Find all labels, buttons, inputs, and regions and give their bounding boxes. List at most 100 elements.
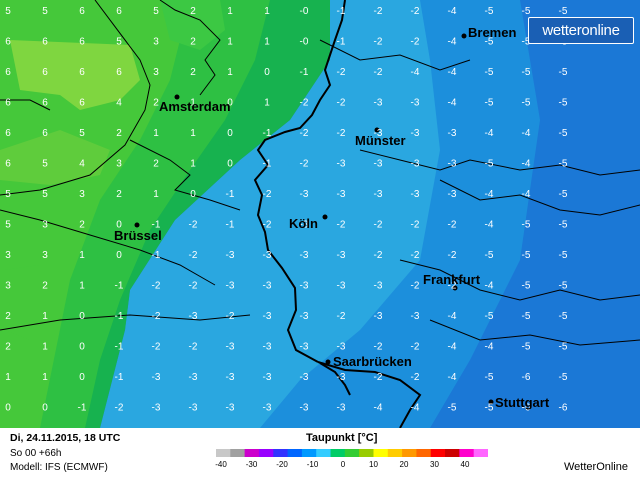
city-label-stuttgart: Stuttgart (495, 395, 550, 410)
grid-value: 6 (5, 128, 11, 139)
grid-value: -4 (411, 403, 420, 414)
grid-value: -3 (300, 281, 309, 292)
grid-value: -3 (448, 189, 457, 200)
grid-value: -3 (189, 403, 198, 414)
grid-value: 6 (79, 67, 85, 78)
wetteronline-logo[interactable]: wetteronline (528, 17, 634, 44)
scale-swatch (416, 449, 432, 457)
grid-value: -4 (448, 372, 457, 383)
grid-value: 1 (264, 6, 270, 17)
grid-value: 6 (5, 159, 11, 170)
grid-value: -5 (559, 189, 568, 200)
legend-footer: Di, 24.11.2015, 18 UTC So 00 +66h Modell… (0, 428, 640, 478)
scale-tick-label: 10 (369, 460, 378, 469)
grid-value: 2 (116, 189, 122, 200)
grid-value: -5 (559, 98, 568, 109)
scale-swatch (244, 449, 260, 457)
scale-tick-label: -40 (215, 460, 227, 469)
grid-value: 5 (42, 189, 48, 200)
grid-value: -4 (374, 403, 383, 414)
grid-value: -1 (115, 342, 124, 353)
grid-value: 3 (42, 220, 48, 231)
grid-value: -3 (448, 159, 457, 170)
grid-value: -0 (300, 37, 309, 48)
scale-swatch (373, 449, 389, 457)
grid-value: -1 (300, 67, 309, 78)
grid-value: -3 (300, 403, 309, 414)
grid-value: 3 (116, 159, 122, 170)
grid-value: -3 (263, 250, 272, 261)
grid-value: 4 (79, 159, 85, 170)
grid-value: -2 (152, 281, 161, 292)
grid-value: -3 (337, 250, 346, 261)
grid-value: -1 (115, 311, 124, 322)
grid-value: 2 (116, 128, 122, 139)
grid-value: -1 (152, 220, 161, 231)
city-label-frankfurt: Frankfurt (423, 272, 481, 287)
grid-value: 6 (5, 67, 11, 78)
grid-value: 5 (5, 220, 11, 231)
grid-value: 1 (79, 281, 85, 292)
legend-title: Taupunkt [°C] (306, 432, 378, 444)
city-label-amsterdam: Amsterdam (159, 99, 231, 114)
grid-value: 6 (42, 128, 48, 139)
scale-tick-label: -10 (306, 460, 319, 469)
grid-value: 3 (153, 67, 159, 78)
grid-value: -3 (448, 128, 457, 139)
grid-value: -5 (559, 372, 568, 383)
city-label-bruessel: Brüssel (114, 228, 162, 243)
scale-swatch (287, 449, 303, 457)
grid-value: -1 (152, 250, 161, 261)
grid-value: -3 (226, 342, 235, 353)
grid-value: -3 (263, 281, 272, 292)
scale-swatch (230, 449, 246, 457)
grid-value: -1 (226, 220, 235, 231)
grid-value: -3 (374, 189, 383, 200)
grid-value: -2 (448, 250, 457, 261)
grid-value: 1 (227, 37, 233, 48)
grid-value: -3 (152, 403, 161, 414)
grid-value: -2 (189, 220, 198, 231)
grid-value: -5 (522, 37, 531, 48)
brand-text: WetterOnline (564, 461, 628, 473)
grid-value: -2 (152, 342, 161, 353)
grid-value: 0 (264, 67, 270, 78)
grid-value: -3 (337, 342, 346, 353)
grid-value: -4 (522, 159, 531, 170)
grid-value: 3 (153, 37, 159, 48)
grid-value: 1 (79, 250, 85, 261)
grid-value: -2 (411, 220, 420, 231)
grid-value: -3 (226, 250, 235, 261)
grid-value: -2 (337, 67, 346, 78)
grid-value: -1 (115, 372, 124, 383)
grid-value: -3 (300, 220, 309, 231)
grid-value: -4 (448, 98, 457, 109)
grid-value: 6 (42, 37, 48, 48)
grid-value: 1 (227, 67, 233, 78)
logo-text: wetteronline (542, 22, 620, 39)
grid-value: 1 (5, 372, 11, 383)
grid-value: -2 (374, 67, 383, 78)
grid-value: -1 (115, 281, 124, 292)
grid-value: -2 (226, 311, 235, 322)
scale-swatch (316, 449, 332, 457)
grid-value: -5 (485, 37, 494, 48)
grid-value: 6 (5, 98, 11, 109)
grid-value: -3 (374, 159, 383, 170)
grid-value: 0 (5, 403, 11, 414)
grid-value: 0 (227, 128, 233, 139)
grid-value: -5 (559, 128, 568, 139)
scale-swatch (402, 449, 417, 457)
grid-value: -3 (263, 311, 272, 322)
grid-value: 6 (42, 67, 48, 78)
grid-value: -5 (559, 250, 568, 261)
grid-value: -1 (226, 189, 235, 200)
grid-value: -5 (485, 6, 494, 17)
grid-value: -3 (374, 311, 383, 322)
scale-swatch (216, 449, 231, 457)
grid-value: -4 (485, 281, 494, 292)
grid-value: -3 (411, 311, 420, 322)
scale-swatch (258, 449, 274, 457)
city-label-bremen: Bremen (468, 25, 516, 40)
grid-value: -5 (559, 281, 568, 292)
